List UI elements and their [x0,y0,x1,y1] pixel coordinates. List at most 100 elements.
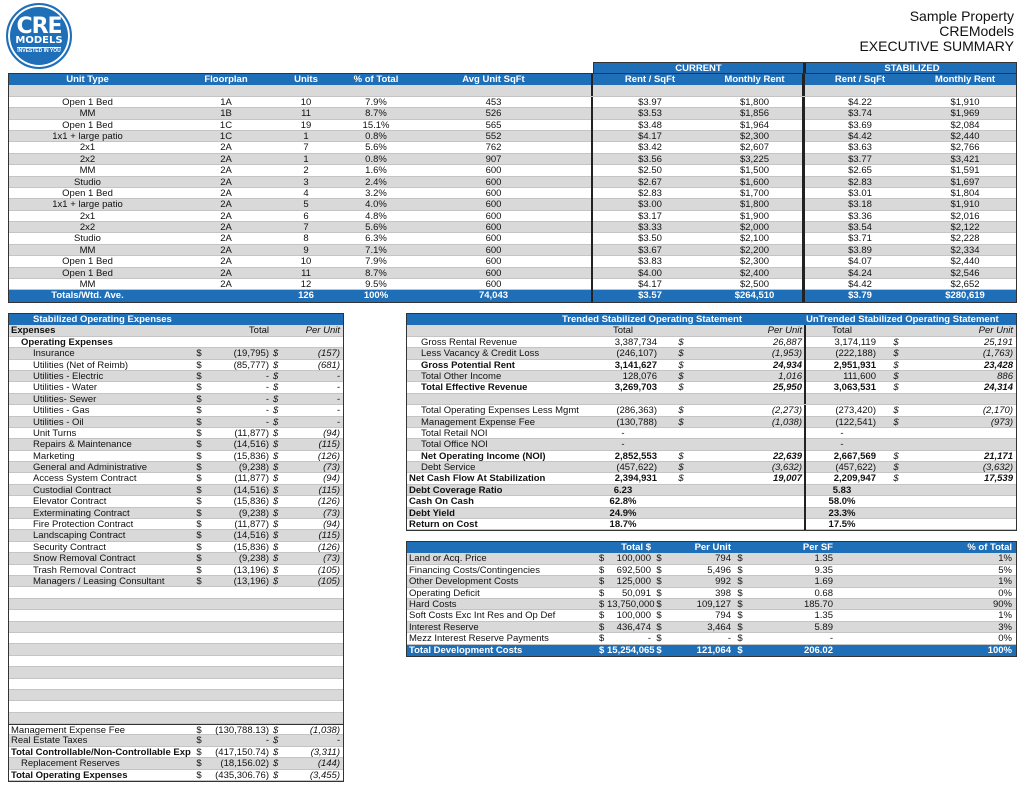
units: Units [294,74,318,85]
dollar-sign: $ [273,484,279,496]
blank-row [9,587,343,599]
cost-per-sf: 5.89 [814,621,834,633]
expense-per-unit: (105) [317,575,340,587]
expense-total: (19,795) [233,348,269,360]
cost-per-unit: 398 [715,587,731,599]
cell [283,656,342,666]
stabilized-rent-sqft: $3.01 [848,187,872,199]
avg-sqft: 907 [485,153,502,165]
untrended-per-unit [914,519,1015,530]
trended-total: (246,107) [616,348,657,360]
table-row: Open 1 Bed 1A 10 7.9% 453 $3.97 $1,800 $4.22 $1,… [9,96,1016,109]
dollar-sign [659,508,703,519]
expense-per-unit: (3,311) [310,746,340,758]
cell [653,542,665,553]
trended-per-unit: (1,953) [771,348,802,360]
stabilized-monthly-rent: $2,440 [950,130,980,142]
table-row: Utilities (Net of Reimb) $ (85,777) $ (681) [9,359,343,371]
expense-total: (9,238) [238,507,269,519]
stabilized-rent-sqft: $3.77 [848,153,872,165]
table-row: 1x1 + large patio 1C 1 0.8% 552 $4.17 $2,300 $4… [9,130,1016,143]
divider [591,108,593,120]
header-row: Total Per Unit Total Per Unit [407,325,1016,337]
avg-sqft: 600 [485,244,502,256]
blank-row [9,678,343,690]
pct-of-total: 0.8% [365,130,387,142]
dollar-sign [659,428,703,439]
divider [591,222,593,234]
table-row: Studio 2A 3 2.4% 600 $2.67 $1,600 $2.83 $1,697 [9,176,1016,188]
dollar-sign: $ [196,564,202,576]
divider [591,74,593,86]
spacer [561,154,591,165]
stabilized-monthly-rent: $2,440 [950,256,980,268]
unit-type: Open 1 Bed [62,119,113,131]
divider [591,267,593,280]
divider [804,325,806,337]
table-row: Marketing $ (15,836) $ (126) [9,450,343,463]
dollar-sign: $ [678,473,684,485]
untrended-total: 3,063,531 [833,382,876,394]
floorplan: 1A [220,96,232,108]
spacer [561,199,591,210]
cell [194,599,204,609]
cost-total: 100,000 [616,553,651,565]
dollar-sign: $ [678,336,684,348]
trended-per-unit: (1,038) [771,416,802,428]
cell [204,587,271,597]
cell [204,599,271,609]
dollar-sign: $ [273,769,279,781]
stabilized-rent-sqft: $4.42 [848,130,872,142]
expense-label: Utilities - Oil [33,416,84,428]
avg-sqft: 565 [485,119,502,131]
current-rent-sqft: $3.56 [638,153,662,165]
cell [407,325,587,336]
cell [271,690,283,700]
expense-per-unit: - [336,393,340,405]
untrended-total: (273,420) [835,405,876,417]
spacer [561,131,591,142]
dollar-sign: $ [196,530,202,542]
expense-total: (13,196) [233,575,269,587]
cell [204,610,271,620]
cost-per-unit: 992 [715,576,731,588]
pct-of-total: 100% [363,290,389,302]
stabilized-rent-sqft: $3.54 [848,222,872,234]
dollar-sign: $ [737,598,743,610]
dollar-sign: $ [196,735,202,747]
cell [194,644,204,654]
untrended-total: 17.5% [828,519,856,531]
dollar-sign: $ [196,416,202,428]
current-monthly-rent: $2,100 [739,233,770,245]
trended-total: 3,387,734 [614,336,657,348]
dollar-sign: $ [196,462,202,474]
dollar-sign: $ [196,450,202,462]
stabilized-monthly-rent: $2,766 [950,142,980,154]
pct-of-total: 9.5% [365,279,387,291]
expense-total: (15,836) [233,450,269,462]
cell [194,690,204,700]
cost-per-sf: 1.35 [814,553,834,565]
avg-sqft: 600 [485,267,502,279]
unit-type: 2x2 [79,222,96,234]
table-row: MM 2A 2 1.6% 600 $2.50 $1,500 $2.65 $1,591 [9,165,1016,177]
floorplan: 2A [220,187,232,199]
dollar-sign: $ [893,405,899,417]
statement-label: Return on Cost [409,519,478,531]
stabilized-monthly-rent: $2,228 [950,233,980,245]
stabilized-monthly-rent: Monthly Rent [934,74,996,85]
unit-type: Studio [74,176,101,188]
table-row: Utilities - Oil $ - $ - [9,416,343,428]
units: 12 [300,279,312,291]
cost-label: Mezz Interest Reserve Payments [409,633,549,645]
untrended-per-unit [914,508,1015,519]
trended-per-unit: 24,934 [772,359,802,371]
stabilized-monthly-rent: $280,619 [945,290,985,302]
dollar-sign: $ [656,610,662,622]
current-monthly-rent: $1,856 [739,108,770,120]
table-row: Interest Reserve $436,474 $3,464 $5.89 3% [407,621,1016,634]
dollar-sign: $ [656,633,662,645]
spacer [561,279,591,290]
expense-label: Total Controllable/Non-Controllable Exp [11,746,191,758]
spacer [561,142,591,153]
